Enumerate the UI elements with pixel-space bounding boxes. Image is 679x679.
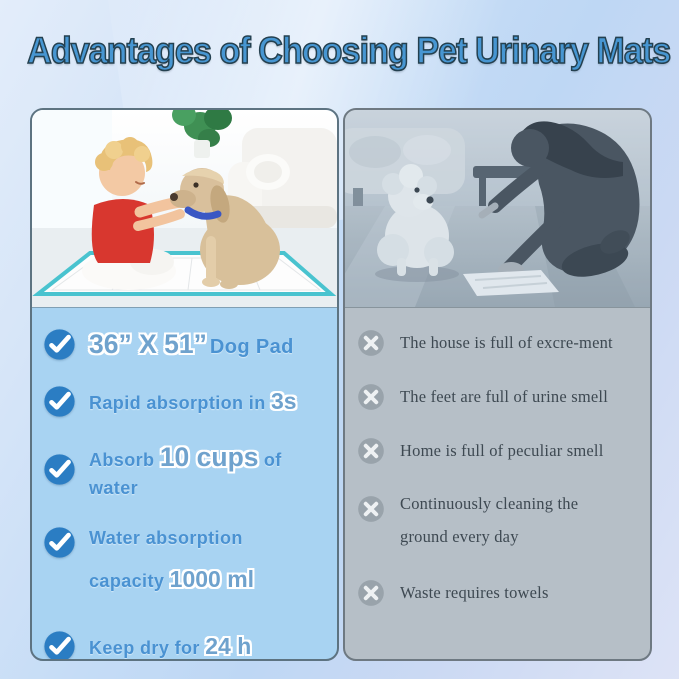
background-couch [345,128,465,212]
cross-icon [357,437,385,465]
benefit-item-size: 36” X 51” Dog Pad [43,327,331,363]
benefit-text: Keep dry for 24 h [89,632,252,659]
benefit-text: Absorb 10 cups of water [89,441,282,498]
child [82,137,186,290]
cross-icon [357,495,385,523]
cleaning-scene [345,110,650,307]
disadvantages-panel: The house is full of excre-ment The feet… [343,108,652,661]
puppy-collar [184,206,222,220]
white-poodle [375,164,459,282]
benefit-text: 36” X 51” Dog Pad [89,329,294,359]
cross-icon [357,383,385,411]
check-icon [43,630,76,659]
plant [172,110,232,158]
cross-icon [357,579,385,607]
advantages-panel: 36” X 51” Dog Pad Rapid absorption in 3s … [30,108,339,661]
drawback-item-towels: Waste requires towels [357,579,642,607]
drawback-text: Waste requires towels [400,583,549,603]
benefit-item-dry-time: Keep dry for 24 h [43,630,331,659]
advantages-list: 36” X 51” Dog Pad Rapid absorption in 3s … [32,308,337,659]
benefit-item-capacity-cups: Absorb 10 cups of water [43,440,331,500]
check-icon [43,385,76,418]
pee-pad [32,251,337,296]
benefit-item-absorption-speed: Rapid absorption in 3s [43,385,331,418]
puppy [170,168,280,289]
drawback-text: Continuously cleaning the ground every d… [400,494,579,546]
check-icon [43,453,76,486]
check-icon [43,526,76,559]
benefit-text: Rapid absorption in 3s [89,387,297,414]
drawback-item-daily-cleaning: Continuously cleaning the ground every d… [357,491,642,553]
kid-puppy-scene [32,110,337,307]
drawback-item-excrement: The house is full of excre-ment [357,329,642,357]
benefit-text: Water absorption capacity 1000 ml [89,527,255,592]
drawback-item-home-smell: Home is full of peculiar smell [357,437,642,465]
benefit-item-capacity-ml: Water absorption capacity 1000 ml [43,522,331,602]
woman-cleaning-floor-photo [345,110,650,308]
drawback-text: Home is full of peculiar smell [400,441,604,461]
check-icon [43,328,76,361]
woman [478,121,640,278]
drawback-text: The house is full of excre-ment [400,333,613,353]
drawback-item-feet-smell: The feet are full of urine smell [357,383,642,411]
comparison-panels: 36” X 51” Dog Pad Rapid absorption in 3s … [30,108,652,661]
disadvantages-list: The house is full of excre-ment The feet… [345,308,650,607]
drawback-text: The feet are full of urine smell [400,387,608,407]
happy-kid-and-puppy-photo [32,110,337,308]
cross-icon [357,329,385,357]
page-title: Advantages of Choosing Pet Urinary Mats [26,29,672,72]
